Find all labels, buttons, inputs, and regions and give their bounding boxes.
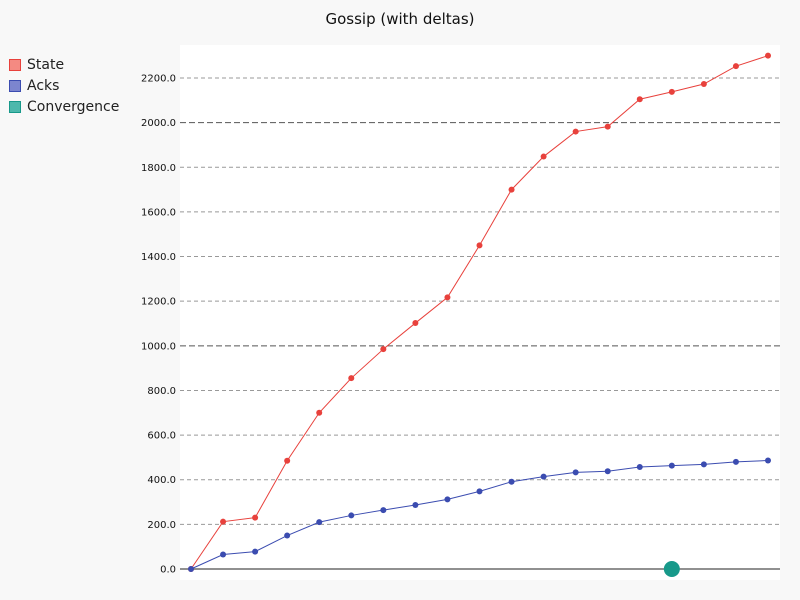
series-layer (188, 52, 771, 577)
y-tick-label: 0.0 (160, 565, 176, 576)
legend-item-state[interactable]: State (9, 54, 119, 75)
data-point-acks (765, 457, 771, 464)
legend-label-convergence: Convergence (27, 98, 120, 115)
data-point-acks (252, 548, 259, 555)
data-point-state (604, 123, 611, 130)
data-point-acks (700, 461, 707, 468)
y-tick-label: 1400.0 (141, 252, 176, 263)
y-tick-label: 1800.0 (141, 163, 176, 174)
y-tick-label: 2000.0 (141, 118, 176, 129)
data-point-state (252, 514, 259, 521)
data-point-acks (476, 488, 483, 495)
data-point-acks (316, 519, 323, 526)
data-point-acks (444, 496, 451, 503)
data-point-acks (348, 512, 355, 519)
data-point-state (700, 81, 707, 88)
data-point-state (636, 96, 643, 103)
data-point-state (476, 242, 483, 249)
data-point-acks (636, 464, 643, 471)
legend-item-acks[interactable]: Acks (9, 75, 119, 96)
y-axis-ticks: 0.0 200.0 400.0 600.0 800.0 1000.0 1200.0 1400.… (141, 74, 176, 576)
data-point-acks (412, 501, 419, 508)
legend: State Acks Convergence (9, 54, 119, 117)
data-point-acks (188, 566, 194, 572)
data-point-state (316, 409, 323, 416)
legend-swatch-acks (9, 79, 21, 92)
data-point-state (412, 320, 419, 327)
y-tick-label: 1600.0 (141, 207, 176, 218)
data-point-acks (540, 473, 547, 480)
chart-title: Gossip (with deltas) (325, 10, 475, 28)
data-point-state (380, 346, 387, 353)
y-tick-label: 1000.0 (141, 341, 176, 352)
y-tick-label: 1200.0 (141, 297, 176, 308)
y-tick-label: 800.0 (147, 386, 176, 397)
legend-swatch-convergence (9, 100, 21, 113)
data-point-state (765, 52, 771, 59)
data-point-state (668, 88, 675, 95)
y-tick-label: 600.0 (147, 431, 176, 442)
legend-item-convergence[interactable]: Convergence (9, 96, 119, 117)
data-point-convergence (663, 561, 680, 577)
y-tick-label: 200.0 (147, 520, 176, 531)
data-point-state (348, 375, 355, 382)
legend-swatch-state (9, 58, 21, 71)
y-tick-label: 2200.0 (141, 74, 176, 85)
data-point-state (444, 294, 451, 301)
plot-area (180, 45, 780, 580)
data-point-state (284, 457, 291, 464)
data-point-state (540, 153, 547, 160)
legend-label-state: State (27, 56, 65, 73)
y-tick-label: 400.0 (147, 475, 176, 486)
data-point-acks (508, 478, 515, 485)
data-point-acks (284, 532, 291, 539)
data-point-acks (604, 468, 611, 475)
data-point-state (732, 63, 739, 70)
data-point-state (572, 128, 579, 135)
data-point-acks (572, 469, 579, 476)
legend-label-acks: Acks (27, 77, 60, 94)
gridlines (180, 77, 780, 525)
data-point-acks (380, 507, 387, 514)
data-point-acks (732, 458, 739, 465)
data-point-acks (220, 551, 227, 558)
data-point-acks (668, 462, 675, 469)
data-point-state (508, 186, 515, 193)
data-point-state (220, 518, 227, 525)
